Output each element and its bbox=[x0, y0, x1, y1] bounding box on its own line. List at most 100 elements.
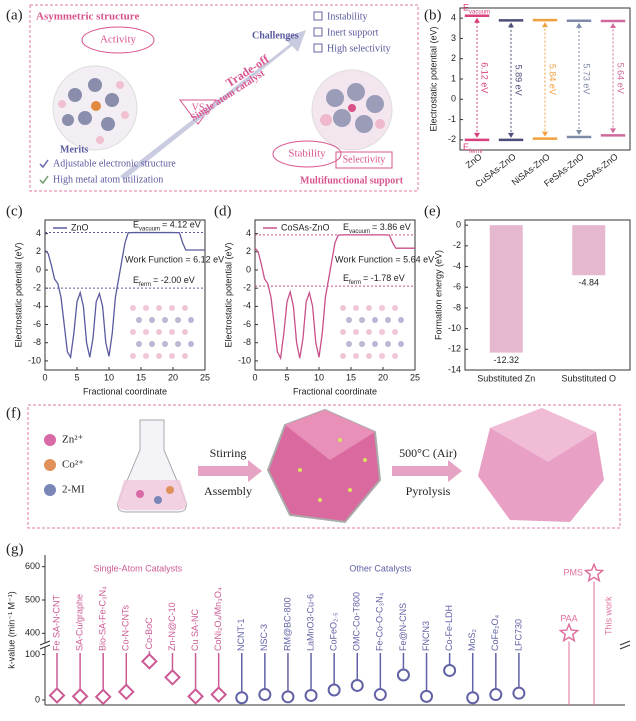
side-label: This work bbox=[603, 596, 613, 635]
challenge: Instability bbox=[327, 11, 368, 22]
vacuum-label: Evacuum bbox=[463, 3, 490, 15]
circle-marker bbox=[512, 686, 526, 700]
category-label: Fe-Co-O-C₃N₄ bbox=[375, 592, 385, 651]
y-tick-label: -12 bbox=[448, 344, 461, 354]
point-label: PMS bbox=[563, 568, 583, 578]
co-dot bbox=[44, 459, 56, 471]
category-label: Co-BoC bbox=[144, 617, 154, 650]
panel-f: (f) Zn²⁺ Co²⁺ 2-MI Stirring Assembly 500… bbox=[6, 404, 621, 529]
plot-frame bbox=[44, 219, 206, 371]
y-tick-label: -1 bbox=[448, 114, 456, 124]
y-tick-label: -4 bbox=[243, 301, 251, 311]
crystal-atom bbox=[175, 317, 181, 323]
circle-marker bbox=[327, 683, 341, 697]
circle-marker bbox=[466, 691, 480, 705]
circle-marker bbox=[281, 690, 295, 704]
y-axis-label: Electrostatic potential (eV) bbox=[223, 242, 233, 347]
panel-label: (g) bbox=[6, 541, 24, 557]
circle-marker bbox=[304, 688, 318, 702]
work-function-label: 5.73 eV bbox=[582, 63, 592, 94]
text: Work Function = 6.12 eV bbox=[125, 255, 224, 265]
category-label: CoFe₂O₄ bbox=[490, 614, 500, 651]
merit: Adjustable electronic structure bbox=[53, 158, 176, 169]
subscript: vacuum bbox=[469, 9, 490, 15]
y-tick-label: -10 bbox=[238, 355, 251, 365]
arrow-head bbox=[508, 132, 514, 138]
y-tick-label: -10 bbox=[28, 355, 41, 365]
break-mark bbox=[619, 640, 631, 650]
plot-frame bbox=[254, 219, 416, 371]
diamond-marker bbox=[140, 652, 158, 670]
category-label: Fe SA-N-CNT bbox=[51, 594, 61, 651]
category-label: CoFeO₂.₅ bbox=[329, 612, 339, 651]
category-label: CoNi₂O₄/Mn₃O₄ bbox=[213, 587, 223, 651]
y-tick-label: 600 bbox=[25, 561, 40, 571]
crystal-atom bbox=[340, 305, 346, 311]
category-label: SA-Cu/graphe bbox=[74, 594, 84, 651]
arrow-head bbox=[610, 22, 616, 28]
work-function-label: 5.64 eV bbox=[616, 63, 626, 94]
text: = -2.00 eV bbox=[153, 276, 195, 286]
x-tick-label: 10 bbox=[104, 372, 114, 382]
step: 500°C (Air) bbox=[399, 446, 457, 460]
diamond-marker bbox=[48, 687, 66, 704]
crystal-atom bbox=[392, 329, 398, 335]
group-label: Single-Atom Catalysts bbox=[94, 563, 183, 573]
merits-title: Merits bbox=[60, 144, 88, 155]
text: = -1.78 eV bbox=[363, 274, 405, 284]
activity-ellipse bbox=[81, 26, 155, 54]
crystal-atom bbox=[385, 341, 391, 347]
crystal-atom bbox=[366, 329, 372, 335]
ion: Co²⁺ bbox=[62, 459, 84, 471]
ion: 2-MI bbox=[62, 484, 85, 496]
x-tick-label: Substituted Zn bbox=[477, 373, 535, 383]
category-label: OMC-Co-T800 bbox=[352, 592, 362, 651]
annotation: Eferm = -2.00 eV bbox=[133, 276, 195, 288]
crystal-atom bbox=[130, 305, 136, 311]
step: Pyrolysis bbox=[406, 484, 451, 498]
y-tick-label: 4 bbox=[451, 13, 456, 23]
crystal-atom bbox=[379, 353, 385, 359]
check bbox=[39, 159, 49, 169]
y-tick-label: -8 bbox=[33, 337, 41, 347]
diamond-marker bbox=[187, 687, 204, 705]
group-label: Other Catalysts bbox=[349, 563, 412, 573]
bar bbox=[572, 225, 606, 276]
crystal-atom bbox=[340, 353, 346, 359]
y-axis-label: Electrostatic potential (eV) bbox=[428, 26, 438, 131]
panel-label: (a) bbox=[6, 7, 23, 23]
value-label: -4.84 bbox=[578, 278, 599, 288]
arrow-head bbox=[542, 22, 548, 28]
vs: VS bbox=[192, 102, 205, 113]
crystal-atom bbox=[143, 305, 149, 311]
tradeoff-arrow bbox=[120, 30, 306, 180]
y-tick-label: 3 bbox=[451, 33, 456, 43]
x-tick-label: 15 bbox=[136, 372, 146, 382]
star-marker bbox=[583, 562, 605, 583]
diamond-marker bbox=[94, 688, 112, 706]
text: = 4.12 eV bbox=[162, 220, 201, 230]
crystal-atom bbox=[346, 317, 352, 323]
diamond-marker bbox=[210, 686, 228, 703]
arrow-head bbox=[610, 128, 616, 134]
arrow-head bbox=[576, 130, 582, 136]
y-axis-label: k-value (min⁻¹ M⁻¹) bbox=[6, 591, 16, 669]
crystal-atom bbox=[379, 329, 385, 335]
y-tick-label: 0 bbox=[451, 94, 456, 104]
activity: Activity bbox=[100, 34, 137, 46]
annotation: Eferm = -1.78 eV bbox=[343, 274, 405, 286]
y-tick-label: 500 bbox=[25, 594, 40, 604]
y-tick-label: -2 bbox=[448, 134, 456, 144]
circle-marker bbox=[489, 688, 503, 702]
symbol: E bbox=[463, 142, 469, 152]
crystal-atom bbox=[366, 305, 372, 311]
work-function-label: 6.12 eV bbox=[480, 62, 490, 93]
checkbox bbox=[313, 43, 323, 53]
crystal-atom bbox=[169, 305, 175, 311]
crystal-atom bbox=[149, 341, 155, 347]
category-label: Fe@N-CNS bbox=[398, 603, 408, 651]
arrow-head bbox=[508, 22, 514, 28]
crystal-atom bbox=[156, 329, 162, 335]
symbol: E bbox=[133, 276, 139, 286]
crystal-atom bbox=[143, 329, 149, 335]
